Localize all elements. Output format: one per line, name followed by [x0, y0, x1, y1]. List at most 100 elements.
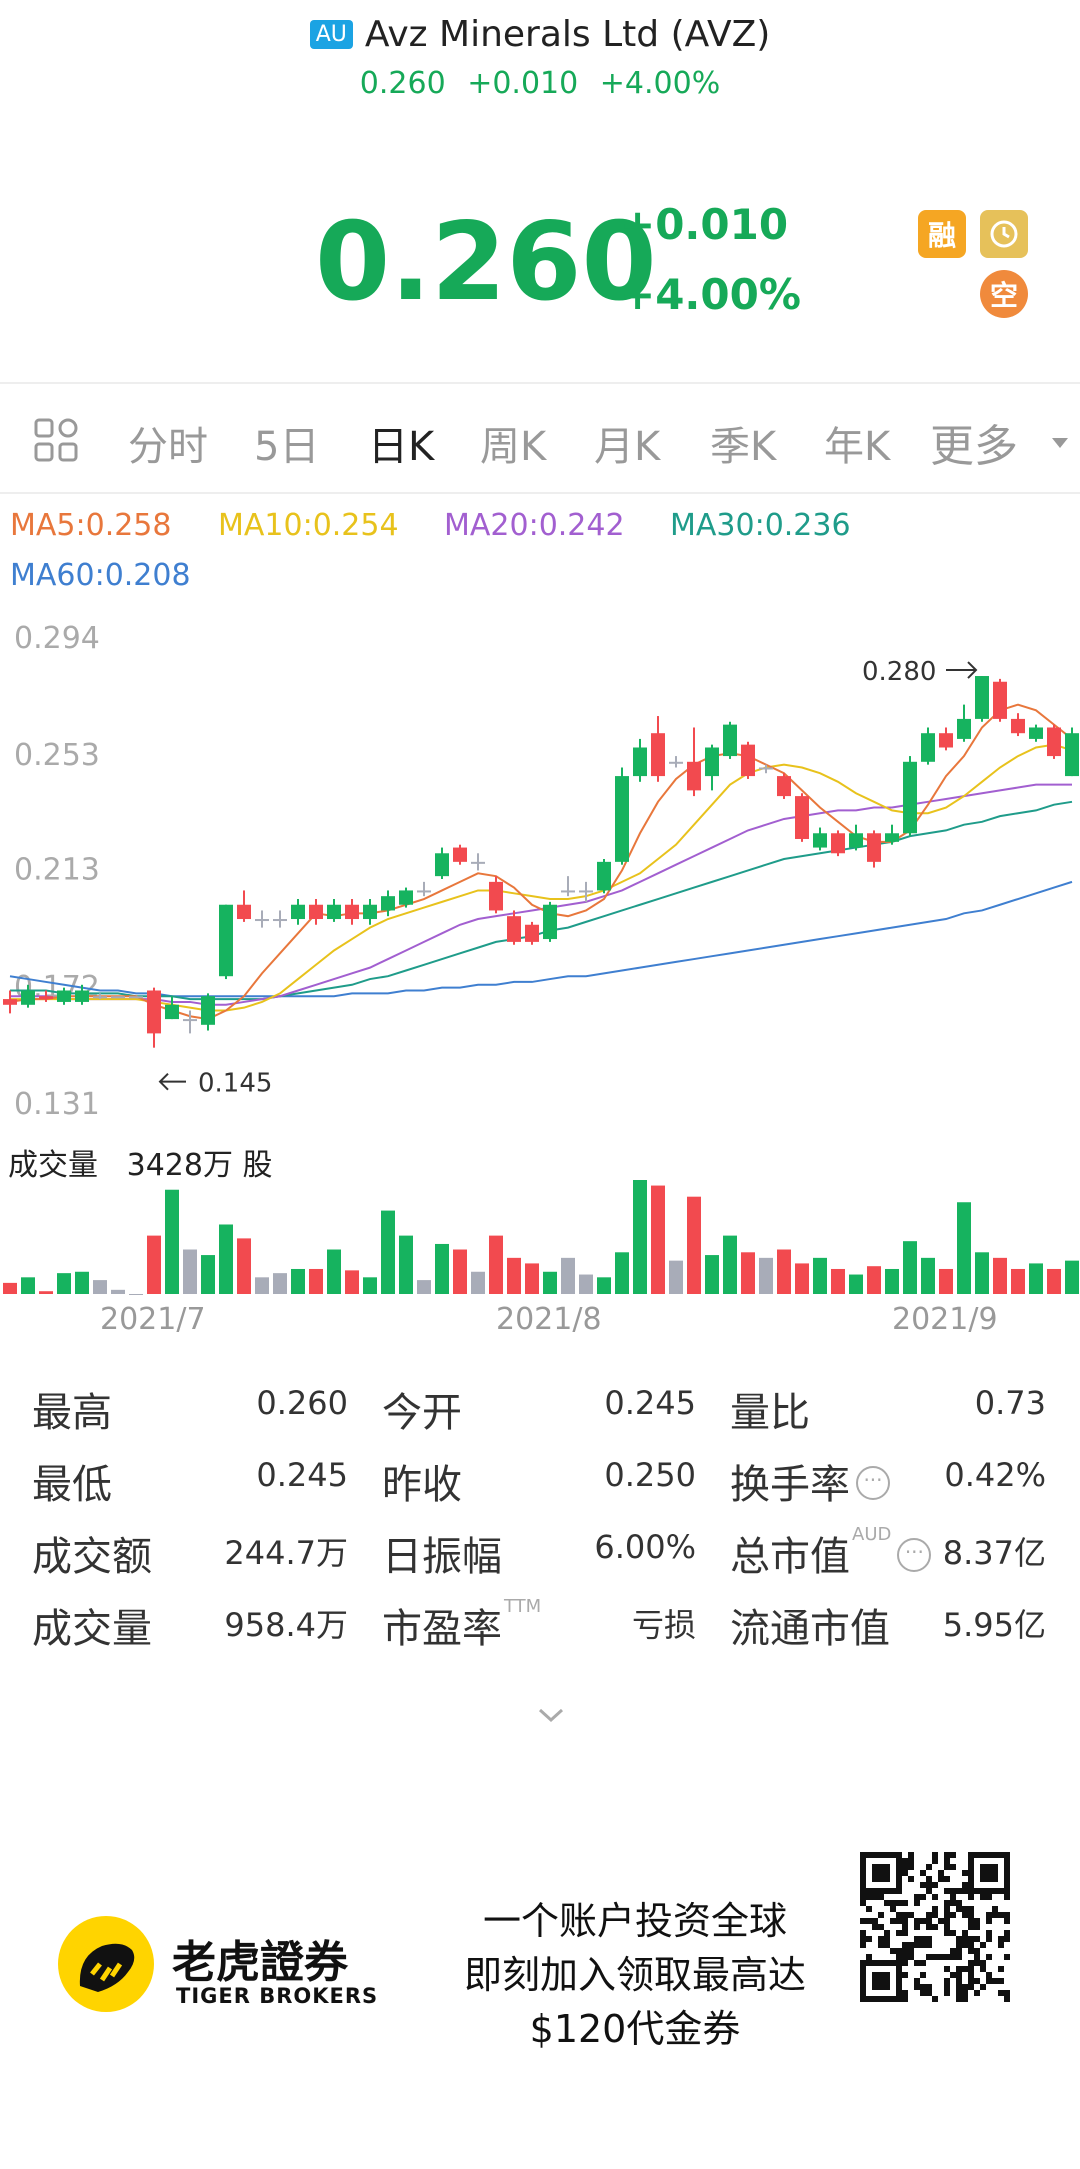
volume-bar: [21, 1277, 35, 1294]
info-icon[interactable]: ···: [897, 1538, 932, 1572]
candle-body: [183, 1019, 197, 1022]
tab-more[interactable]: 更多: [930, 421, 1018, 472]
price-change-pct: +4.00%: [620, 270, 801, 319]
candle-body: [453, 847, 467, 862]
date-label: 2021/7: [100, 1302, 206, 1337]
candle-body: [669, 761, 683, 764]
volume-bar: [273, 1273, 287, 1294]
candle-body: [345, 904, 359, 920]
chevron-down-icon[interactable]: [1050, 436, 1070, 450]
y-tick-label: 0.294: [14, 621, 100, 656]
volume-bar: [435, 1243, 449, 1294]
volume-bar: [147, 1235, 161, 1294]
high-marker-arrow: [946, 661, 978, 679]
candle-body: [795, 796, 809, 839]
header-change-pct: +4.00%: [599, 66, 721, 101]
low-marker-label: 0.145: [198, 1069, 272, 1099]
candle-body: [201, 996, 215, 1025]
tab-quarterly-k[interactable]: 季K: [710, 424, 777, 470]
tab-monthly-k[interactable]: 月K: [594, 424, 661, 470]
candle-body: [939, 733, 953, 748]
low-marker-arrow: [158, 1072, 186, 1091]
candle-body: [687, 761, 701, 791]
promo-line: 一个账户投资全球: [482, 1899, 787, 1943]
ma60-label: MA60:0.208: [10, 558, 191, 593]
tiger-logo: [58, 1916, 154, 2012]
candle-body: [39, 996, 53, 1000]
info-icon[interactable]: ···: [856, 1466, 890, 1500]
tab-5day[interactable]: 5日: [254, 424, 320, 470]
brand-name-cn: 老虎證券: [172, 1937, 348, 1988]
candle-body: [363, 904, 377, 920]
volume-bar: [111, 1289, 125, 1294]
volume-bar: [183, 1249, 197, 1294]
candle-body: [525, 924, 539, 942]
candle-body: [561, 890, 575, 893]
candle-body: [309, 904, 323, 920]
volume-bar: [651, 1185, 665, 1294]
candle-body: [75, 990, 89, 1002]
stat-value: 0.245: [256, 1456, 348, 1494]
candle-body: [273, 919, 287, 922]
stat-label: 成交额: [32, 1534, 152, 1580]
margin-icon[interactable]: 融: [918, 210, 966, 258]
volume-bar: [579, 1274, 593, 1294]
candle-body: [507, 916, 521, 942]
tab-daily-k[interactable]: 日K: [368, 424, 435, 470]
candle-body: [165, 1004, 179, 1020]
stat-value: 5.95亿: [942, 1606, 1046, 1644]
volume-bar: [57, 1273, 71, 1294]
stat-label: 最高: [32, 1390, 112, 1436]
ma5-line: [9, 703, 1073, 1021]
stat-value: 244.7万: [224, 1534, 348, 1572]
volume-bar: [507, 1257, 521, 1294]
candle-body: [111, 996, 125, 999]
volume-bar: [1065, 1260, 1079, 1294]
candle-body: [381, 896, 395, 911]
candle-body: [813, 833, 827, 848]
ttm-sup: TTM: [504, 1596, 542, 1617]
stat-value: 0.245: [604, 1384, 696, 1422]
candle-body: [1065, 733, 1079, 777]
volume-bar: [129, 1294, 143, 1295]
date-label: 2021/9: [892, 1302, 998, 1337]
candle-body: [849, 833, 863, 848]
volume-bar: [489, 1235, 503, 1294]
volume-bar: [327, 1249, 341, 1294]
divider: [0, 492, 1080, 494]
candle-body: [93, 996, 107, 999]
volume-bar: [921, 1257, 935, 1294]
volume-bar: [993, 1257, 1007, 1294]
expand-chevron-icon[interactable]: [536, 1700, 566, 1730]
volume-bar: [885, 1268, 899, 1294]
history-icon[interactable]: [980, 210, 1028, 258]
header-price: 0.260: [359, 66, 446, 101]
tab-yearly-k[interactable]: 年K: [824, 424, 891, 470]
divider: [0, 382, 1080, 384]
stat-label: 昨收: [382, 1462, 462, 1508]
qr-code-icon[interactable]: [860, 1852, 1010, 2002]
volume-bar: [597, 1277, 611, 1294]
candle-body: [705, 747, 719, 777]
tab-weekly-k[interactable]: 周K: [480, 424, 547, 470]
stat-label: 最低: [32, 1462, 112, 1508]
candle-body: [1011, 718, 1025, 734]
short-icon[interactable]: 空: [980, 270, 1028, 318]
price-change: +0.010: [620, 200, 789, 249]
ma60-line: [9, 880, 1073, 998]
candle-body: [741, 744, 755, 777]
stat-label: 量比: [730, 1390, 810, 1436]
last-price: 0.260: [315, 200, 657, 325]
candle-body: [129, 996, 143, 999]
header-change: +0.010: [467, 66, 579, 101]
volume-bar: [75, 1271, 89, 1294]
stat-value: 6.00%: [594, 1528, 696, 1566]
volume-bar: [255, 1277, 269, 1294]
volume-bar: [381, 1210, 395, 1294]
candle-body: [327, 904, 341, 920]
candle-body: [255, 919, 269, 922]
tab-intraday[interactable]: 分时: [128, 424, 208, 470]
layout-grid-icon[interactable]: [32, 416, 80, 464]
candle-body: [579, 890, 593, 893]
